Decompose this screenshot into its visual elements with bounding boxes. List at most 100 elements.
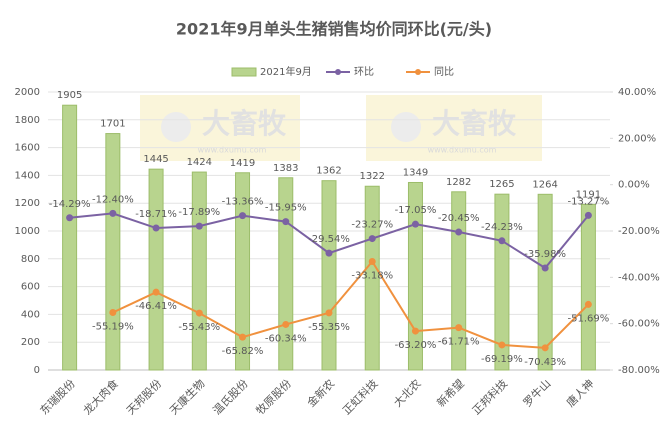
bar (235, 172, 251, 371)
bar (148, 168, 164, 371)
bar-value-label: 1445 (143, 154, 168, 165)
line-value-label: -17.89% (178, 207, 220, 218)
line-marker (455, 324, 463, 332)
line-marker (368, 235, 376, 243)
bar (105, 133, 121, 371)
line-marker (152, 224, 160, 232)
bar-value-label: 1424 (187, 157, 212, 168)
y2-tick-label: -40.00% (618, 272, 660, 283)
y-tick-label: 200 (21, 337, 40, 348)
bar (62, 104, 78, 371)
watermark-url: www.dxumu.com (428, 146, 497, 155)
watermark-url: www.dxumu.com (198, 146, 267, 155)
watermark-icon (391, 112, 421, 142)
line-value-label: -13.36% (222, 197, 264, 208)
line-marker (109, 309, 117, 317)
legend-label: 2021年9月 (260, 65, 312, 78)
line-marker (411, 327, 419, 335)
y-tick-label: 1000 (15, 226, 40, 237)
y-tick-label: 1600 (15, 143, 40, 154)
line-value-label: -61.71% (438, 337, 480, 348)
y-tick-label: 800 (21, 254, 40, 265)
line-marker (195, 309, 203, 317)
legend-swatch (231, 67, 257, 77)
y2-tick-label: 20.00% (618, 133, 656, 144)
line-marker (498, 237, 506, 245)
line (112, 259, 590, 349)
bar (278, 177, 294, 371)
y2-tick-label: 0.00% (618, 180, 650, 191)
line-value-label: -35.98% (524, 249, 566, 260)
bar (321, 180, 337, 371)
line-value-label: -24.23% (481, 222, 523, 233)
bar-value-label: 1282 (446, 177, 471, 188)
bar-value-label: 1265 (489, 179, 514, 190)
y2-tick-label: -20.00% (618, 226, 660, 237)
line-value-label: -29.54% (308, 234, 350, 245)
line-marker (239, 333, 247, 341)
line-value-label: -23.27% (351, 220, 393, 231)
line-value-label: -55.35% (308, 322, 350, 333)
line-marker (195, 222, 203, 230)
line-marker (282, 320, 290, 328)
y2-tick-label: -80.00% (618, 365, 660, 376)
line-value-label: -15.95% (265, 203, 307, 214)
legend-marker (415, 69, 421, 75)
line-value-label: -13.27% (568, 196, 610, 207)
bar-value-label: 1701 (100, 119, 125, 130)
line-marker (109, 209, 117, 217)
line-marker (282, 218, 290, 226)
bar-value-label: 1362 (316, 166, 341, 177)
line-marker (498, 341, 506, 349)
watermark-text: 大畜牧 (432, 107, 517, 140)
bar-value-label: 1191 (576, 189, 601, 200)
line-value-label: -12.40% (92, 194, 134, 205)
y2-tick-label: -60.00% (618, 319, 660, 330)
line-value-label: -55.43% (178, 322, 220, 333)
line-marker (541, 344, 549, 352)
bar-value-label: 1322 (360, 171, 385, 182)
y-tick-label: 2000 (15, 87, 40, 98)
watermark-text: 大畜牧 (202, 107, 287, 140)
line-marker (411, 220, 419, 228)
line-value-label: -46.41% (135, 301, 177, 312)
y-tick-label: 400 (21, 309, 40, 320)
line-marker (152, 288, 160, 296)
chart-title: 2021年9月单头生猪销售均价同环比(元/头) (176, 20, 492, 39)
line-value-label: -14.29% (49, 199, 91, 210)
line-value-label: -17.05% (395, 205, 437, 216)
legend-marker (335, 69, 341, 75)
line-marker (584, 211, 592, 219)
line-marker (325, 309, 333, 317)
y-tick-label: 0 (34, 365, 40, 376)
line-value-label: -65.82% (222, 346, 264, 357)
line-value-label: -69.19% (481, 354, 523, 365)
line-value-label: -60.34% (265, 333, 307, 344)
y2-tick-label: 40.00% (618, 87, 656, 98)
watermark-icon (161, 112, 191, 142)
line-marker (455, 228, 463, 236)
line-marker (584, 300, 592, 308)
line-value-label: -20.45% (438, 213, 480, 224)
line-marker (66, 214, 74, 222)
line-value-label: -18.71% (135, 209, 177, 220)
line-marker (541, 264, 549, 272)
bar (580, 203, 596, 371)
line-marker (325, 249, 333, 257)
y-tick-label: 600 (21, 282, 40, 293)
bar-value-label: 1349 (403, 167, 428, 178)
legend-label: 同比 (434, 66, 454, 78)
line-value-label: -70.43% (524, 357, 566, 368)
legend-label: 环比 (354, 66, 374, 78)
bar-value-label: 1264 (532, 179, 557, 190)
line-value-label: -55.19% (92, 322, 134, 333)
bar-value-label: 1419 (230, 158, 255, 169)
y-tick-label: 1800 (15, 115, 40, 126)
bar (494, 193, 510, 371)
bar (537, 193, 553, 371)
bar-value-label: 1905 (57, 90, 82, 101)
y-tick-label: 1200 (15, 198, 40, 209)
bar (364, 185, 380, 371)
